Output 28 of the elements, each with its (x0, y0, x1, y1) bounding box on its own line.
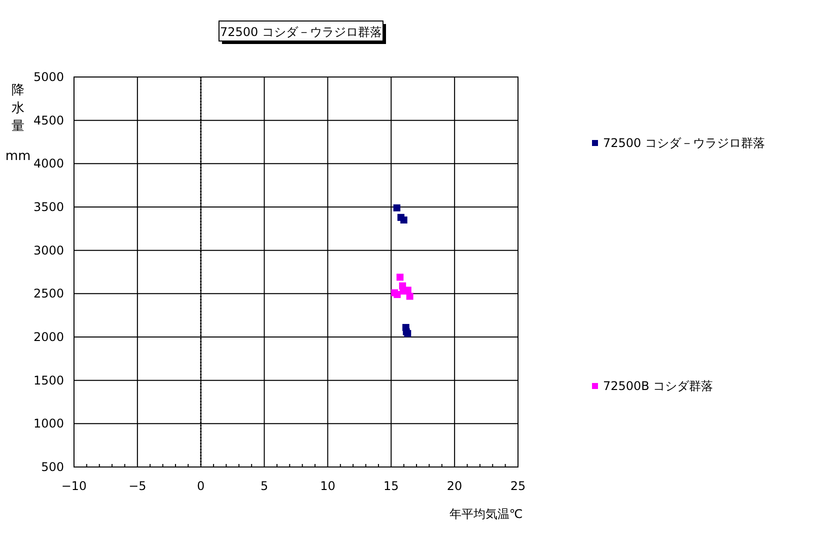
x-tick-label: 5 (260, 479, 268, 493)
y-tick-label: 4500 (33, 113, 64, 128)
point (400, 216, 408, 224)
x-axis-title: 年平均気温℃ (449, 507, 523, 521)
x-tick-label: 25 (510, 479, 526, 493)
y-tick-label: 2500 (33, 286, 64, 301)
chart-title: 72500 コシダ－ウラジロ群落 (220, 25, 382, 39)
legend-label: 72500B コシダ群落 (603, 379, 714, 393)
x-tick-label: −10 (61, 479, 87, 493)
y-tick-label: 1500 (33, 373, 64, 388)
legend-label: 72500 コシダ－ウラジロ群落 (603, 136, 765, 150)
point (406, 292, 414, 300)
y-tick-label: 4000 (33, 156, 64, 171)
y-tick-label: 500 (41, 460, 64, 474)
y-axis-title: 降水量 mm (5, 83, 31, 164)
point (394, 291, 401, 298)
x-tick-label: 20 (446, 479, 462, 493)
y-tick-label: 2000 (33, 330, 64, 344)
y-tick-label: 3000 (33, 243, 64, 258)
x-tick-label: −5 (128, 479, 146, 493)
y-tick-label: 3500 (33, 200, 64, 214)
x-tick-label: 15 (384, 479, 399, 493)
point (393, 204, 400, 212)
y-tick-label: 5000 (33, 70, 64, 84)
y-tick-label: 1000 (33, 416, 64, 431)
x-tick-label: 10 (320, 479, 336, 493)
point (396, 274, 404, 281)
x-tick-label: 0 (197, 479, 205, 493)
